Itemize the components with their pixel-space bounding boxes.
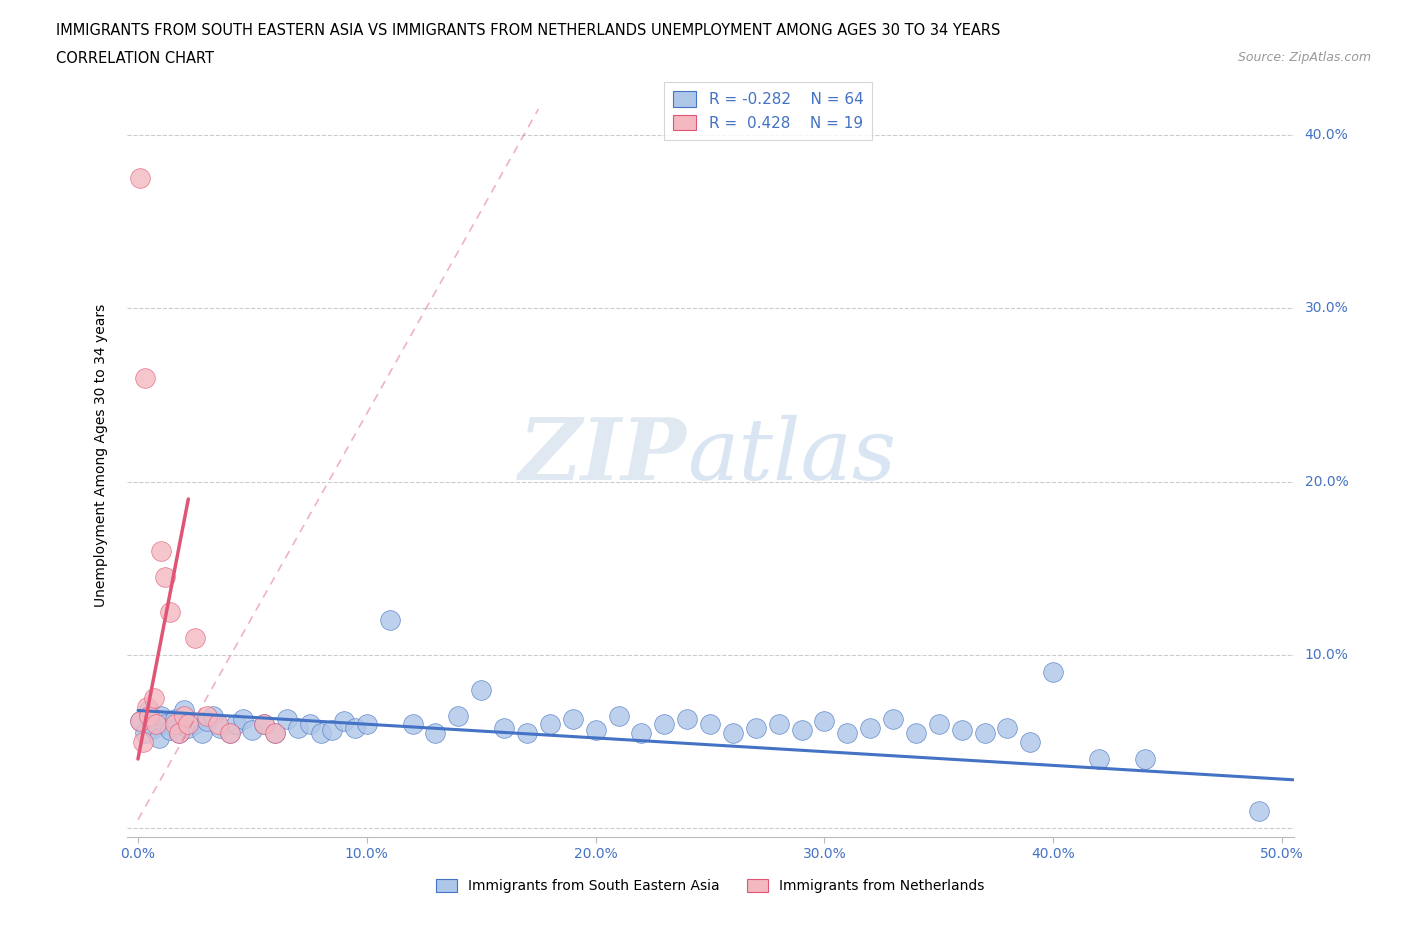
Point <box>129 713 152 728</box>
Point <box>264 725 287 740</box>
Point <box>447 709 470 724</box>
Point <box>145 717 167 732</box>
Point <box>136 699 159 714</box>
Point <box>882 711 904 726</box>
Point <box>321 722 343 737</box>
Point <box>167 725 190 740</box>
Point <box>209 721 232 736</box>
Point <box>1249 804 1271 818</box>
Point <box>1042 665 1064 680</box>
Text: 40.0%: 40.0% <box>1305 128 1348 142</box>
Point <box>207 717 229 732</box>
Point <box>225 717 247 732</box>
Point <box>159 604 181 619</box>
Point <box>585 722 607 737</box>
Point <box>745 721 768 736</box>
Point <box>232 711 254 726</box>
Point <box>676 711 699 726</box>
Point <box>184 717 207 732</box>
Text: 10.0%: 10.0% <box>1305 648 1348 662</box>
Point <box>173 703 195 718</box>
Point <box>138 703 160 718</box>
Point <box>699 717 721 732</box>
Point <box>1133 751 1156 766</box>
Point <box>298 717 321 732</box>
Text: CORRELATION CHART: CORRELATION CHART <box>56 51 214 66</box>
Point <box>561 711 583 726</box>
Point <box>287 721 309 736</box>
Point <box>155 717 177 732</box>
Point <box>356 717 378 732</box>
Point <box>333 713 356 728</box>
Point <box>768 717 790 732</box>
Point <box>652 717 675 732</box>
Point <box>607 709 630 724</box>
Point <box>928 717 950 732</box>
Text: 30.0%: 30.0% <box>1305 301 1348 315</box>
Point <box>721 725 744 740</box>
Point <box>401 717 423 732</box>
Point <box>1088 751 1111 766</box>
Point <box>177 717 200 732</box>
Point <box>425 725 447 740</box>
Point <box>167 725 190 740</box>
Point <box>218 725 240 740</box>
Point <box>253 717 276 732</box>
Point <box>155 569 177 584</box>
Point <box>253 717 276 732</box>
Text: Source: ZipAtlas.com: Source: ZipAtlas.com <box>1237 51 1371 64</box>
Point <box>131 735 153 750</box>
Text: ZIP: ZIP <box>519 414 686 498</box>
Point <box>134 725 156 740</box>
Point <box>148 731 170 746</box>
Point <box>163 717 186 732</box>
Point <box>859 721 882 736</box>
Point <box>143 691 166 706</box>
Point <box>173 709 195 724</box>
Point <box>149 543 172 558</box>
Text: atlas: atlas <box>686 415 896 497</box>
Point <box>264 725 287 740</box>
Point <box>470 683 492 698</box>
Point <box>163 711 186 726</box>
Point <box>276 711 298 726</box>
Point <box>309 725 332 740</box>
Point <box>177 721 200 736</box>
Point <box>1019 735 1042 750</box>
Point <box>134 370 156 385</box>
Point <box>129 171 152 186</box>
Point <box>242 722 264 737</box>
Point <box>159 722 181 737</box>
Point <box>494 721 516 736</box>
Point <box>790 722 813 737</box>
Legend: Immigrants from South Eastern Asia, Immigrants from Netherlands: Immigrants from South Eastern Asia, Immi… <box>430 873 990 898</box>
Point <box>837 725 859 740</box>
Point <box>138 709 160 724</box>
Point <box>195 713 218 728</box>
Point <box>630 725 652 740</box>
Text: IMMIGRANTS FROM SOUTH EASTERN ASIA VS IMMIGRANTS FROM NETHERLANDS UNEMPLOYMENT A: IMMIGRANTS FROM SOUTH EASTERN ASIA VS IM… <box>56 23 1001 38</box>
Point <box>184 631 207 645</box>
Point <box>218 725 240 740</box>
Point <box>195 709 218 724</box>
Point <box>129 713 152 728</box>
Point <box>143 721 166 736</box>
Point <box>904 725 927 740</box>
Point <box>813 713 835 728</box>
Text: 20.0%: 20.0% <box>1305 474 1348 488</box>
Point <box>202 709 225 724</box>
Point <box>997 721 1019 736</box>
Point <box>191 725 214 740</box>
Point <box>149 709 172 724</box>
Point <box>344 721 367 736</box>
Point <box>378 613 401 628</box>
Y-axis label: Unemployment Among Ages 30 to 34 years: Unemployment Among Ages 30 to 34 years <box>94 304 108 607</box>
Point <box>516 725 538 740</box>
Point <box>950 722 973 737</box>
Point <box>538 717 561 732</box>
Point <box>973 725 995 740</box>
